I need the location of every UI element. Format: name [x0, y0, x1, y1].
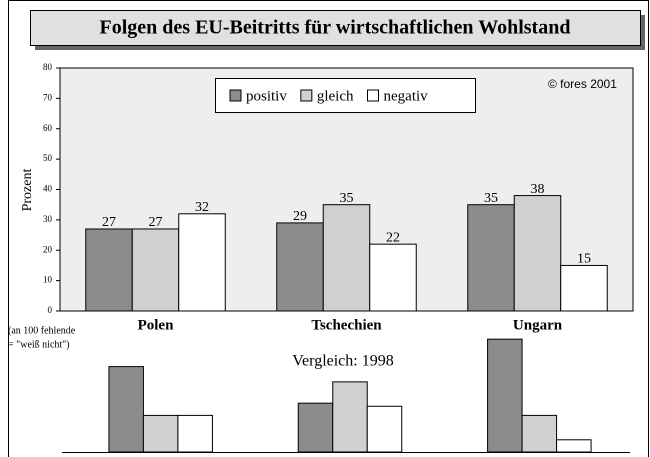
bar	[142, 414, 179, 453]
value-label: 22	[386, 230, 400, 245]
bar	[560, 264, 608, 312]
y-axis-label: Prozent	[20, 169, 35, 212]
bar	[332, 381, 368, 453]
y-tick-label: 0	[48, 305, 53, 315]
legend-label: positiv	[246, 88, 287, 104]
y-tick-label: 60	[43, 123, 53, 133]
chart-title: Folgen des EU-Beitritts für wirtschaftli…	[100, 17, 571, 39]
bar	[467, 204, 515, 312]
bar	[177, 414, 213, 453]
title-box	[30, 10, 641, 46]
bar	[487, 338, 523, 453]
legend	[215, 78, 476, 113]
bar	[297, 402, 334, 453]
y-tick-label: 10	[43, 275, 53, 285]
y-tick-label: 20	[43, 244, 53, 254]
y-tick-label: 80	[43, 62, 53, 72]
y-tick-label: 50	[43, 153, 53, 163]
y-tick-label: 70	[43, 92, 53, 102]
bar	[369, 243, 417, 312]
note: = "weiß nicht")	[8, 339, 70, 350]
bar	[513, 195, 562, 312]
value-label: 27	[149, 215, 163, 230]
bar	[178, 213, 226, 312]
y-tick-label: 40	[43, 184, 53, 194]
bar	[556, 439, 592, 453]
bar	[276, 222, 324, 312]
value-label: 32	[195, 200, 209, 215]
value-label: 38	[531, 182, 545, 197]
subchart-title: Vergleich: 1998	[292, 353, 393, 370]
legend-label: gleich	[317, 88, 354, 104]
x-tick-label: Ungarn	[513, 317, 563, 333]
legend-swatch	[367, 89, 379, 102]
value-label: 35	[484, 191, 498, 206]
value-label: 15	[577, 252, 591, 267]
bar	[366, 405, 403, 453]
value-label: 29	[293, 209, 307, 224]
bar	[521, 414, 558, 453]
bar	[131, 228, 180, 312]
x-tick-label: Tschechien	[311, 317, 382, 333]
note: (an 100 fehlende	[8, 325, 76, 336]
legend-swatch	[229, 89, 242, 102]
bar	[108, 366, 144, 453]
copyright: © fores 2001	[548, 77, 617, 91]
y-tick-label: 30	[43, 214, 53, 224]
frame	[8, 0, 649, 457]
value-label: 35	[340, 191, 354, 206]
bar	[85, 228, 133, 312]
legend-swatch	[300, 89, 313, 102]
value-label: 27	[102, 215, 116, 230]
legend-label: negativ	[384, 88, 429, 104]
x-tick-label: Polen	[138, 317, 174, 333]
bar	[322, 204, 371, 312]
